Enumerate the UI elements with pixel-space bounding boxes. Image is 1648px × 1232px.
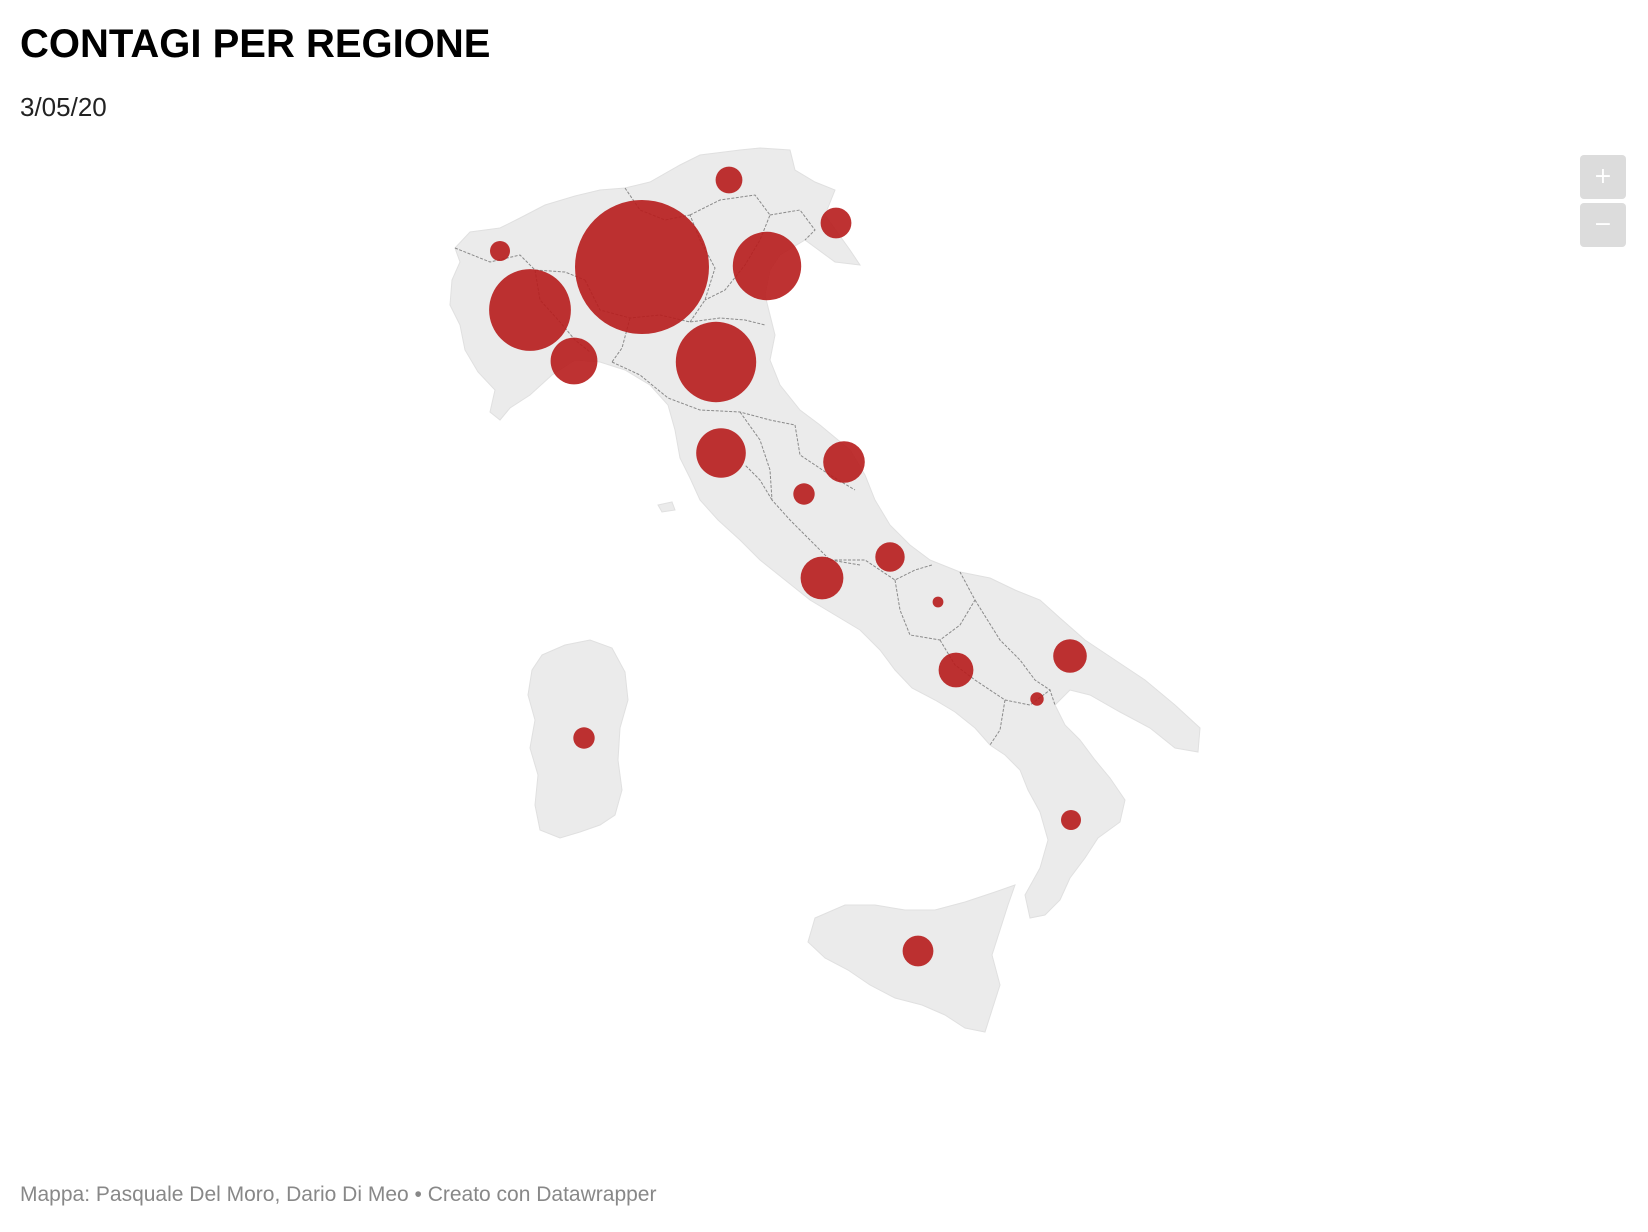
bubble-liguria[interactable] — [550, 337, 598, 385]
bubble-lazio[interactable] — [800, 556, 844, 600]
zoom-controls: + − — [1580, 155, 1626, 251]
bubble-umbria[interactable] — [793, 483, 815, 505]
bubble-friuli-venezia-giulia[interactable] — [820, 207, 852, 239]
bubble-marche[interactable] — [823, 441, 865, 483]
bubble-campania[interactable] — [938, 652, 974, 688]
bubble-piemonte[interactable] — [489, 269, 571, 351]
bubble-emilia-romagna[interactable] — [675, 321, 757, 403]
map-title: CONTAGI PER REGIONE — [20, 22, 491, 66]
bubble-valle-d-aosta[interactable] — [490, 241, 510, 261]
bubble-veneto[interactable] — [732, 231, 802, 301]
bubble-abruzzo[interactable] — [875, 542, 905, 572]
elba-shape — [657, 501, 676, 513]
map-credit: Mappa: Pasquale Del Moro, Dario Di Meo •… — [20, 1183, 657, 1206]
bubble-puglia[interactable] — [1053, 639, 1087, 673]
bubble-trentino-alto-adige[interactable] — [715, 166, 743, 194]
zoom-out-button[interactable]: − — [1580, 203, 1626, 247]
bubble-layer — [489, 166, 1087, 967]
italy-map[interactable] — [0, 130, 1648, 1150]
map-date: 3/05/20 — [20, 92, 107, 122]
bubble-basilicata[interactable] — [1030, 692, 1044, 706]
bubble-lombardia[interactable] — [575, 200, 709, 334]
bubble-sicilia[interactable] — [902, 935, 934, 967]
mainland-shape — [449, 147, 1201, 919]
italy-map-svg — [449, 147, 1201, 1033]
bubble-sardegna[interactable] — [573, 727, 595, 749]
bubble-toscana[interactable] — [696, 428, 746, 478]
bubble-molise[interactable] — [932, 596, 944, 608]
bubble-calabria[interactable] — [1061, 810, 1081, 830]
zoom-in-button[interactable]: + — [1580, 155, 1626, 199]
